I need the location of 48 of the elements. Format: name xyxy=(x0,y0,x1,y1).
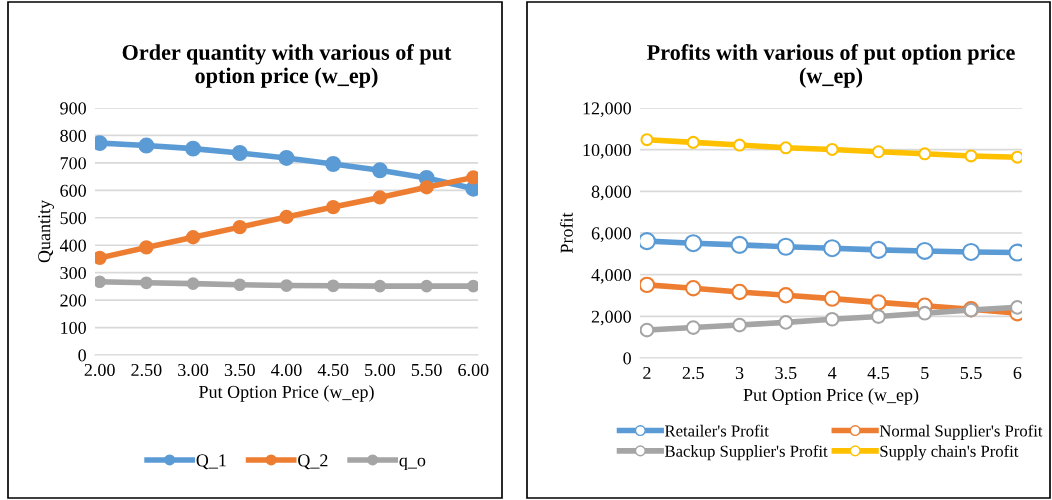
x-tick-label: 5 xyxy=(921,367,929,380)
y-tick-label: 800 xyxy=(60,129,86,142)
x-tick-label: 3.00 xyxy=(178,363,209,377)
x-tick-label: 4.00 xyxy=(271,363,302,377)
y-tick-label: 12,000 xyxy=(583,102,631,118)
legend-label: Q_1 xyxy=(196,454,226,470)
x-tick-label: 4.5 xyxy=(867,366,890,380)
y-tick-label: 400 xyxy=(59,239,86,252)
x-tick-label: 5.5 xyxy=(960,367,982,380)
y-tick-label: 900 xyxy=(60,102,86,115)
y-tick-label: 600 xyxy=(60,184,86,197)
y-tick-label: 200 xyxy=(60,294,86,307)
legend-label: Q_2 xyxy=(298,454,328,470)
chart-title: Order quantity with various of put option price (w_ep) xyxy=(122,44,452,88)
y-axis-title: Quantity xyxy=(38,199,55,263)
y-tick-label: 8,000 xyxy=(591,185,631,201)
x-tick-label: 5.50 xyxy=(411,363,442,377)
y-tick-label: 500 xyxy=(60,212,86,225)
x-tick-label: 2.50 xyxy=(131,363,162,377)
y-tick-label: 2,000 xyxy=(591,310,631,326)
y-tick-label: 0 xyxy=(78,349,86,362)
x-tick-label: 4 xyxy=(828,366,837,379)
x-tick-label: 6.00 xyxy=(458,363,489,377)
x-axis-title: Put Option Price (w_ep) xyxy=(199,385,374,402)
legend-label: Supply chain's Profit xyxy=(880,444,1019,461)
chart-title: Profits with various of put option price (w_ep) xyxy=(647,44,1015,88)
y-tick-label: 100 xyxy=(61,321,86,334)
y-tick-label: 0 xyxy=(623,352,631,365)
x-tick-label: 3.5 xyxy=(775,366,797,380)
y-tick-label: 700 xyxy=(60,157,86,170)
legend-label: Normal Supplier's Profit xyxy=(879,424,1043,440)
y-tick-label: 4,000 xyxy=(591,268,631,284)
x-tick-label: 2.00 xyxy=(84,363,115,377)
y-tick-label: 10,000 xyxy=(583,143,631,159)
y-axis-title: Profit xyxy=(559,212,573,254)
x-tick-label: 2 xyxy=(643,366,651,379)
legend-label: Retailer's Profit xyxy=(664,424,769,437)
x-tick-label: 3.50 xyxy=(224,363,255,377)
x-axis-title: Put Option Price (w_ep) xyxy=(743,388,919,405)
x-tick-label: 5.00 xyxy=(365,363,396,377)
x-tick-label: 6 xyxy=(1013,366,1022,380)
legend-label: Backup Supplier's Profit xyxy=(664,444,828,461)
x-tick-label: 3 xyxy=(735,366,744,380)
legend-label: q_o xyxy=(399,457,426,471)
x-tick-label: 4.50 xyxy=(317,363,349,377)
y-tick-label: 6,000 xyxy=(591,227,631,243)
y-tick-label: 300 xyxy=(60,266,86,280)
x-tick-label: 2.5 xyxy=(682,366,704,380)
